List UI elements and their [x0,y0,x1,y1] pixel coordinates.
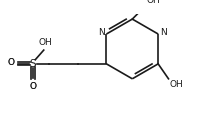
Text: O: O [8,58,15,67]
Text: OH: OH [38,38,52,47]
Text: S: S [30,59,36,69]
Text: OH: OH [146,0,160,5]
Text: OH: OH [170,80,184,89]
Text: N: N [98,28,105,37]
Text: O: O [30,82,36,91]
Text: O: O [30,82,36,91]
Text: O: O [8,58,15,67]
Text: N: N [160,28,167,37]
